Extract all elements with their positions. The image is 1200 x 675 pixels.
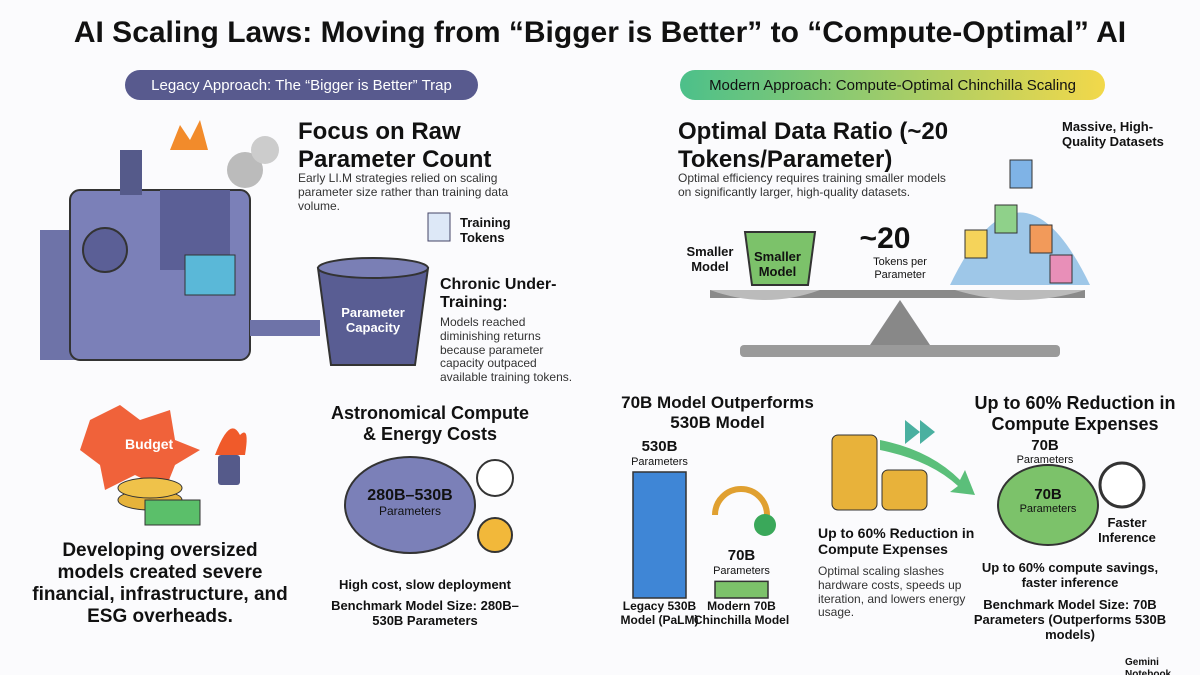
- label: Faster Inference: [1098, 515, 1156, 545]
- label: Parameters: [1016, 454, 1074, 466]
- label: Parameters: [378, 504, 442, 518]
- label: Budget: [125, 436, 174, 452]
- banner: Modern Approach: Compute-Optimal Chinchi…: [709, 77, 1076, 94]
- note: High cost, slow deployment: [339, 577, 511, 592]
- label: Massive, High-Quality Datasets: [1062, 119, 1164, 149]
- label: 280B–530B: [367, 487, 453, 504]
- body-text: Optimal efficiency requires training sma…: [678, 171, 946, 199]
- subheading: Chronic Under-Training:: [440, 276, 557, 312]
- factory: [40, 120, 320, 361]
- bar-label: 530B: [641, 438, 678, 455]
- summary: Developing oversized models created seve…: [32, 540, 288, 627]
- bucket-rim: [317, 257, 429, 279]
- modern-banner-bg: [680, 70, 1105, 100]
- label: Parameter Capacity: [341, 305, 405, 335]
- title: AI Scaling Laws: Moving from “Bigger is …: [73, 16, 1127, 49]
- clock-icon: [476, 459, 514, 497]
- bar-chart: [632, 471, 769, 599]
- bar: [632, 471, 687, 599]
- coin-stacks: [831, 420, 975, 511]
- bar-unit: Parameters: [631, 456, 688, 468]
- scale: [710, 231, 1085, 357]
- ratio-unit: Tokens per Parameter: [873, 256, 927, 281]
- footer: Gemini Notebook: [1125, 657, 1172, 675]
- brain-icon: [344, 456, 476, 554]
- stopwatch-icon: [1098, 461, 1146, 509]
- note: Benchmark Model Size: 280B–530B Paramete…: [331, 598, 519, 628]
- heading: 70B Model Outperforms 530B Model: [621, 393, 814, 432]
- bar-name: Modern 70B Chinchilla Model: [693, 599, 790, 627]
- coin-icon: [477, 517, 513, 553]
- label: Smaller Model: [754, 249, 801, 279]
- bar-name: Legacy 530B Model (PaLM): [620, 599, 699, 627]
- ratio: ~20: [859, 222, 911, 255]
- gauge-icon: [712, 486, 770, 516]
- bar-unit: Parameters: [713, 565, 770, 578]
- label: 70B: [1031, 437, 1059, 454]
- legacy-banner-bg: [125, 70, 478, 100]
- brain-icon: [997, 464, 1099, 546]
- heading: Focus on Raw Parameter Count: [298, 118, 492, 173]
- check-icon: [754, 514, 776, 536]
- note: Up to 60% compute savings, faster infere…: [981, 560, 1159, 590]
- budget-icon: [80, 405, 247, 526]
- subheading: Up to 60% Reduction in Compute Expenses: [818, 525, 975, 558]
- bar: [714, 580, 769, 599]
- bar-label: 70B: [727, 547, 756, 565]
- label: 70B: [1034, 486, 1062, 503]
- body-text: Early LI.M strategies relied on scaling …: [298, 171, 509, 213]
- note: Benchmark Model Size: 70B Parameters (Ou…: [973, 597, 1167, 642]
- document-icon: [427, 212, 451, 242]
- body-text: Models reached diminishing returns becau…: [440, 315, 573, 385]
- label: Parameters: [1019, 503, 1077, 515]
- heading: Up to 60% Reduction in Compute Expenses: [974, 393, 1176, 434]
- label: Smaller Model: [686, 244, 734, 274]
- heading: Optimal Data Ratio (~20 Tokens/Parameter…: [678, 118, 949, 173]
- label: Training Tokens: [460, 215, 511, 245]
- banner: Legacy Approach: The “Bigger is Better” …: [151, 77, 452, 94]
- document-pile: [950, 159, 1090, 285]
- heading: Astronomical Compute & Energy Costs: [330, 403, 530, 444]
- body-text: Optimal scaling slashes hardware costs, …: [818, 564, 966, 620]
